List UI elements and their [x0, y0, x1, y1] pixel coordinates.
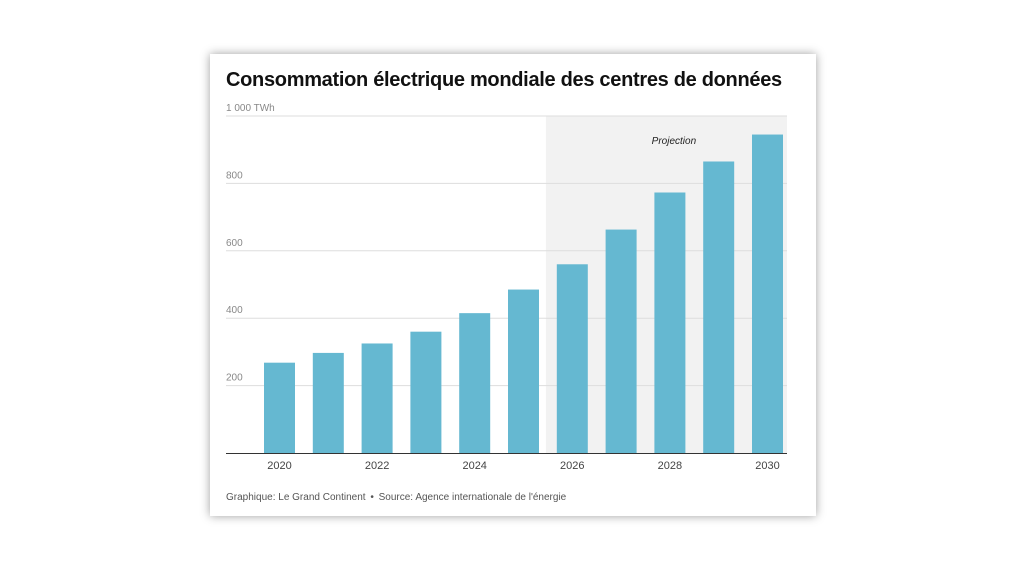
- y-tick-label: 1 000 TWh: [226, 103, 275, 114]
- source-separator: •: [370, 492, 374, 503]
- x-tick-label: 2024: [462, 460, 486, 472]
- bar: [361, 343, 393, 453]
- y-tick-label: 800: [226, 170, 243, 181]
- bar-chart: Projection 200 400 600 800 1 000 TWh 2020 2022 2…: [226, 103, 787, 472]
- bar: [410, 331, 442, 453]
- x-tick-label: 2020: [267, 460, 291, 472]
- chart-title: Consommation électrique mondiale des cen…: [226, 69, 782, 91]
- y-tick-label: 400: [226, 305, 243, 316]
- projection-label: Projection: [652, 136, 697, 147]
- bar: [654, 192, 686, 453]
- y-tick-label: 200: [226, 373, 243, 384]
- bar: [556, 264, 588, 453]
- x-tick-label: 2028: [658, 460, 682, 472]
- source-text: Source: Agence internationale de l'énerg…: [378, 492, 567, 503]
- bar: [605, 229, 637, 453]
- x-tick-label: 2030: [755, 460, 779, 472]
- x-tick-label: 2026: [560, 460, 584, 472]
- x-tick-label: 2022: [365, 460, 389, 472]
- chart-card: Consommation électrique mondiale des cen…: [210, 54, 816, 516]
- graphic-credit: Graphique: Le Grand Continent: [226, 492, 366, 503]
- bar: [703, 161, 735, 453]
- bar: [459, 313, 491, 453]
- y-tick-label: 600: [226, 238, 243, 249]
- chart-source: Graphique: Le Grand Continent • Source: …: [226, 492, 566, 503]
- bar: [508, 289, 539, 453]
- bar: [752, 134, 783, 453]
- bar: [312, 352, 344, 453]
- bar: [264, 362, 295, 453]
